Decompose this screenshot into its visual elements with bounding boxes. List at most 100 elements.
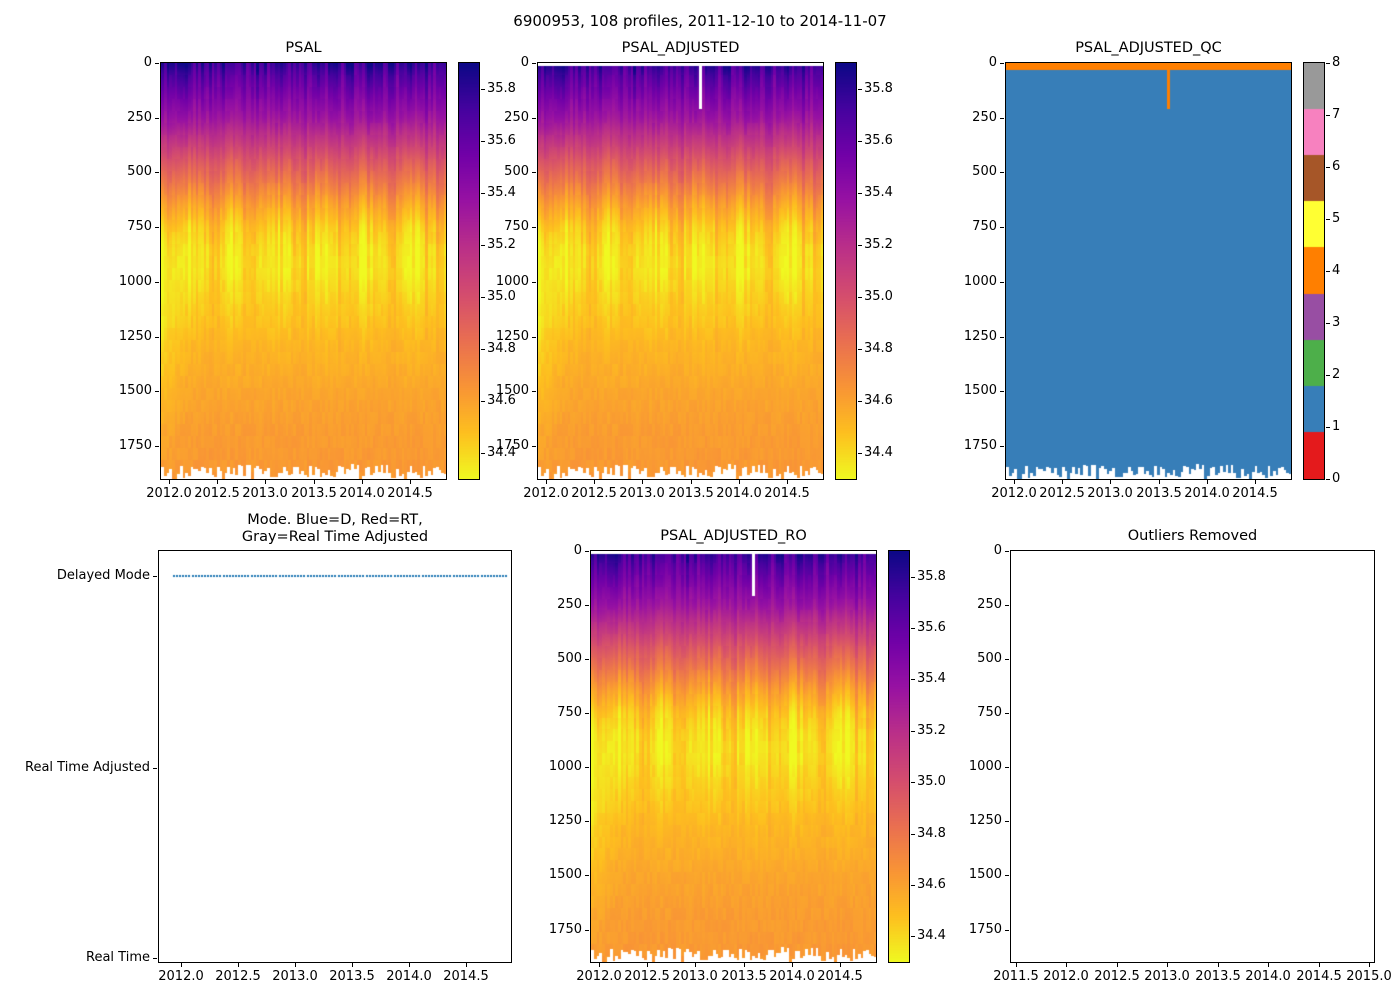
- x-tick-label: 2013.0: [242, 486, 288, 501]
- tick-mark: [695, 963, 696, 967]
- colorbar-tick-label: 34.8: [487, 341, 516, 356]
- x-tick-label: 2014.0: [769, 969, 815, 984]
- colorbar-tick-label: 35.2: [487, 237, 516, 252]
- tick-mark: [911, 834, 915, 835]
- tick-mark: [1005, 605, 1009, 606]
- x-tick-label: 2014.0: [716, 486, 762, 501]
- tick-mark: [840, 963, 841, 967]
- colorbar-tick-label: 34.8: [864, 341, 893, 356]
- y-tick-label: 1000: [968, 759, 1002, 774]
- x-tick-label: 2013.0: [619, 486, 665, 501]
- tick-mark: [585, 767, 589, 768]
- subplot-psal-adjusted-ro: PSAL_ADJUSTED_RO 2012.0 2012.5 2013.0 2013.…: [549, 528, 946, 984]
- tick-mark: [744, 963, 745, 967]
- tick-mark: [155, 282, 159, 283]
- tick-mark: [691, 480, 692, 484]
- subplot-title-mode-line2: Gray=Real Time Adjusted: [241, 529, 429, 545]
- tick-mark: [911, 679, 915, 680]
- y-tick-label: 500: [977, 651, 1002, 666]
- x-tick-label: 2011.5: [993, 969, 1039, 984]
- tick-mark: [481, 453, 485, 454]
- tick-mark: [532, 172, 536, 173]
- tick-mark: [1159, 480, 1160, 484]
- colorbar-tick-label: 35.6: [487, 133, 516, 148]
- x-tick-label: 2012.5: [1039, 486, 1085, 501]
- x-tick-label: 2012.5: [571, 486, 617, 501]
- subplot-psal-adjusted: PSAL_ADJUSTED 2012.0 2012.5 2013.0 2013.5 20…: [496, 40, 893, 501]
- tick-mark: [1326, 479, 1330, 480]
- colorbar-tick-label: 35.0: [917, 774, 946, 789]
- subplot-psal-adjusted-qc: PSAL_ADJUSTED_QC 2012.0 2012.5 2013.0 2013.…: [964, 40, 1340, 501]
- subplot-title-mode-line1: Mode. Blue=D, Red=RT,: [247, 512, 423, 528]
- tick-mark: [181, 963, 182, 967]
- qc-colorbar: [1303, 62, 1325, 480]
- tick-mark: [1218, 963, 1219, 967]
- tick-mark: [155, 446, 159, 447]
- tick-mark: [1000, 446, 1004, 447]
- tick-mark: [155, 227, 159, 228]
- tick-mark: [1005, 875, 1009, 876]
- tick-mark: [1016, 963, 1017, 967]
- tick-mark: [1255, 480, 1256, 484]
- colorbar-tick-label: 35.0: [487, 289, 516, 304]
- tick-mark: [481, 141, 485, 142]
- tick-mark: [352, 963, 353, 967]
- outliers-removed-plot: [1010, 550, 1375, 963]
- colorbar-tick-label: 35.8: [917, 569, 946, 584]
- y-tick-label: Real Time: [86, 950, 150, 965]
- psal-adjusted-ro-heatmap: [590, 550, 877, 963]
- tick-mark: [1207, 480, 1208, 484]
- colorbar-tick-label: 35.0: [864, 289, 893, 304]
- tick-mark: [532, 446, 536, 447]
- tick-mark: [217, 480, 218, 484]
- x-tick-label: 2014.0: [386, 969, 432, 984]
- tick-mark: [481, 89, 485, 90]
- colorbar-tick-label: 8: [1332, 55, 1341, 70]
- y-tick-label: 1250: [963, 329, 997, 344]
- psal-adjusted-colorbar: [835, 62, 857, 480]
- tick-mark: [481, 401, 485, 402]
- colorbar-tick-label: 35.4: [864, 185, 893, 200]
- colorbar-tick-label: 34.6: [917, 877, 946, 892]
- tick-mark: [1005, 713, 1009, 714]
- y-tick-label: 1250: [548, 813, 582, 828]
- tick-mark: [1268, 963, 1269, 967]
- psal-adjusted-ro-colorbar-canvas: [889, 551, 909, 962]
- tick-mark: [1005, 659, 1009, 660]
- subplot-title-psal-adjusted-ro: PSAL_ADJUSTED_RO: [660, 528, 807, 544]
- y-tick-label: 750: [972, 219, 997, 234]
- y-tick-label: 1750: [548, 922, 582, 937]
- tick-mark: [585, 659, 589, 660]
- x-tick-label: 2012.0: [1043, 969, 1089, 984]
- y-tick-label: 250: [977, 597, 1002, 612]
- colorbar-tick-label: 34.6: [487, 393, 516, 408]
- y-tick-label: 500: [557, 651, 582, 666]
- colorbar-tick-label: 35.2: [864, 237, 893, 252]
- y-tick-label: 750: [504, 219, 529, 234]
- psal-heatmap-canvas: [161, 63, 446, 479]
- x-tick-label: 2014.5: [764, 486, 810, 501]
- y-tick-label: 1000: [495, 274, 529, 289]
- y-tick-label: 1500: [963, 383, 997, 398]
- colorbar-tick-label: 0: [1332, 471, 1341, 486]
- subplot-mode: Mode. Blue=D, Red=RT, Gray=Real Time Adj…: [25, 512, 512, 984]
- y-tick-label: 1000: [963, 274, 997, 289]
- colorbar-tick-label: 35.4: [487, 185, 516, 200]
- tick-mark: [1326, 271, 1330, 272]
- y-tick-label: 0: [573, 543, 582, 558]
- subplot-title-outliers-removed: Outliers Removed: [1127, 528, 1258, 544]
- tick-mark: [1326, 219, 1330, 220]
- x-tick-label: 2015.0: [1346, 969, 1392, 984]
- y-tick-label: 1500: [495, 383, 529, 398]
- y-tick-label: 0: [988, 55, 997, 70]
- x-tick-label: 2012.0: [991, 486, 1037, 501]
- colorbar-tick-label: 2: [1332, 367, 1341, 382]
- tick-mark: [362, 480, 363, 484]
- tick-mark: [1066, 963, 1067, 967]
- y-tick-label: 1250: [495, 329, 529, 344]
- y-tick-label: Real Time Adjusted: [25, 760, 150, 775]
- y-tick-label: 1500: [968, 867, 1002, 882]
- tick-mark: [585, 875, 589, 876]
- x-tick-label: 2013.5: [668, 486, 714, 501]
